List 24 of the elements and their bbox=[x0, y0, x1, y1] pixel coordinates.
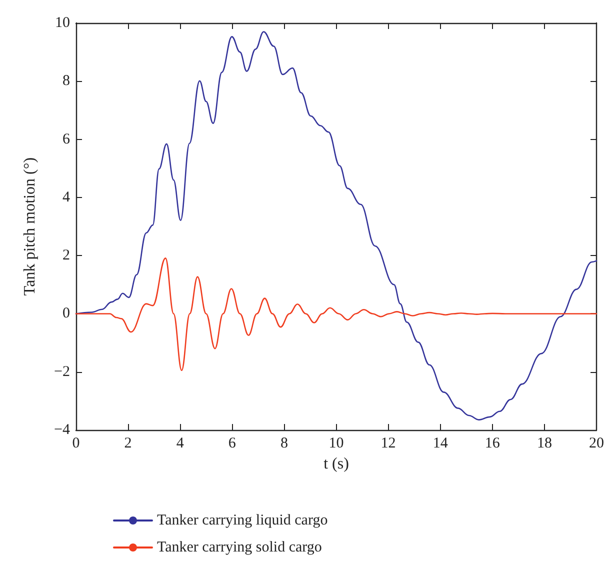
x-tick-label: 10 bbox=[328, 436, 344, 452]
x-tick-label: 12 bbox=[380, 436, 396, 452]
y-tick-label: 2 bbox=[62, 248, 70, 264]
x-axis-title: t (s) bbox=[324, 455, 349, 472]
y-tick-label: −2 bbox=[54, 364, 70, 380]
y-tick-label: 0 bbox=[62, 306, 70, 322]
x-tick-label: 4 bbox=[176, 436, 184, 452]
x-tick-label: 2 bbox=[124, 436, 132, 452]
x-tick-label: 6 bbox=[228, 436, 236, 452]
x-tick-label: 16 bbox=[484, 436, 500, 452]
x-tick-label: 20 bbox=[589, 436, 604, 452]
y-tick-label: 8 bbox=[62, 73, 70, 90]
legend-label: Tanker carrying liquid cargo bbox=[157, 512, 328, 528]
y-tick-label: 6 bbox=[62, 131, 70, 148]
y-tick-label: 4 bbox=[62, 189, 70, 206]
x-tick-label: 8 bbox=[280, 436, 288, 452]
y-tick-label: 10 bbox=[55, 15, 70, 31]
legend-label: Tanker carrying solid cargo bbox=[157, 540, 322, 556]
y-axis-title: Tank pitch motion (°) bbox=[22, 157, 38, 296]
x-tick-label: 14 bbox=[432, 436, 448, 452]
line-series bbox=[75, 31, 598, 420]
x-tick-label: 18 bbox=[536, 436, 552, 452]
y-tick-label: −4 bbox=[54, 422, 70, 438]
line-series bbox=[75, 258, 598, 372]
